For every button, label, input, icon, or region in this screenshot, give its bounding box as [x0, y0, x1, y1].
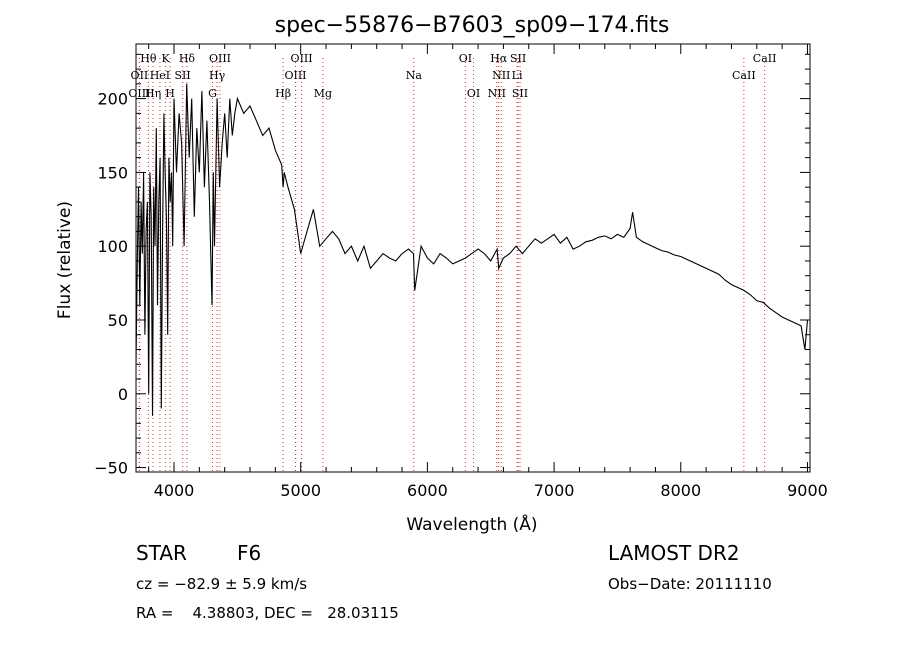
spectral-line-label: Mg — [314, 87, 332, 100]
spectral-line-label: OIII — [209, 52, 231, 65]
spectral-line-label: NII — [492, 69, 510, 82]
spectral-line-label: G — [208, 87, 217, 100]
y-tick-label: 0 — [118, 385, 128, 404]
spectral-line-label: Hη — [145, 87, 161, 100]
spectral-line-label: Hθ — [140, 52, 157, 65]
spectral-line-label: SII — [175, 69, 191, 82]
x-tick-label: 5000 — [280, 481, 321, 500]
spectral-line-label: H — [165, 87, 175, 100]
spectral-line-label: OII — [131, 69, 149, 82]
object-class: STAR — [136, 541, 187, 565]
y-tick-label: 200 — [97, 90, 128, 109]
x-tick-label: 6000 — [407, 481, 448, 500]
y-axis-label: Flux (relative) — [55, 201, 75, 319]
spectral-line-label: Hδ — [179, 52, 196, 65]
x-axis-label: Wavelength (Å) — [406, 513, 537, 535]
spectral-line-markers — [138, 58, 766, 472]
spectral-line-label: OIII — [284, 69, 306, 82]
spectral-line-label: OI — [467, 87, 480, 100]
y-tick-label: 50 — [108, 311, 128, 330]
spectrum-line — [136, 83, 809, 416]
x-tick-label: 9000 — [787, 481, 828, 500]
spectral-line-label: OIII — [128, 87, 150, 100]
spectral-line-label: Na — [406, 69, 423, 82]
y-tick-label: −50 — [94, 459, 128, 478]
spectral-line-label: NII — [488, 87, 506, 100]
spectral-line-label: CaII — [732, 69, 756, 82]
spectral-line-label: CaII — [753, 52, 777, 65]
spectral-line-label: K — [162, 52, 171, 65]
x-tick-label: 4000 — [154, 481, 195, 500]
spectral-line-label: Hα — [490, 52, 508, 65]
spectral-line-label: SII — [512, 87, 528, 100]
spectral-line-label: Hγ — [209, 69, 226, 82]
spectral-line-label: OI — [459, 52, 472, 65]
spectral-line-label: SII — [510, 52, 526, 65]
spectral-line-label: HeI — [150, 69, 170, 82]
x-tick-label: 8000 — [660, 481, 701, 500]
ra-dec-coordinates: RA = 4.38803, DEC = 28.03115 — [136, 604, 399, 622]
spectral-line-label: Li — [512, 69, 523, 82]
x-tick-label: 7000 — [534, 481, 575, 500]
survey-name: LAMOST DR2 — [608, 541, 740, 565]
object-subclass: F6 — [237, 541, 262, 565]
observation-date: Obs−Date: 20111110 — [608, 575, 772, 593]
chart-title: spec−55876−B7603_sp09−174.fits — [275, 13, 670, 38]
spectral-line-label: OIII — [291, 52, 313, 65]
y-tick-label: 100 — [97, 237, 128, 256]
spectral-line-label: Hβ — [275, 87, 291, 100]
y-axis-ticks: −50 0 50 100 150 200 — [94, 53, 810, 478]
redshift-cz: cz = −82.9 ± 5.9 km/s — [136, 575, 308, 593]
x-axis-ticks: 4000 5000 6000 7000 8000 9000 — [148, 44, 828, 500]
y-tick-label: 150 — [97, 163, 128, 182]
plot-frame — [135, 43, 811, 473]
